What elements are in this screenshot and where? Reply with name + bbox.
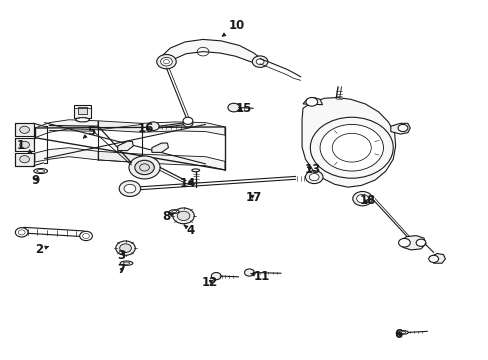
Bar [15,153,34,166]
Circle shape [119,181,141,197]
Circle shape [80,231,92,240]
Circle shape [183,120,192,127]
Circle shape [305,171,323,184]
Text: 17: 17 [245,191,262,204]
Text: 8: 8 [162,210,173,223]
Circle shape [129,156,160,179]
Circle shape [252,56,267,67]
Circle shape [157,54,176,69]
Ellipse shape [34,168,47,174]
Polygon shape [152,143,168,152]
Bar [78,107,87,114]
Circle shape [160,57,172,66]
Circle shape [428,255,438,262]
Circle shape [177,211,189,221]
Text: 15: 15 [235,102,251,115]
Bar [15,123,34,136]
Polygon shape [35,120,98,138]
Ellipse shape [169,210,179,213]
Circle shape [20,141,29,148]
Circle shape [20,156,29,163]
Circle shape [310,117,392,178]
Circle shape [398,238,409,247]
Circle shape [183,117,192,125]
Text: 13: 13 [304,163,320,176]
Circle shape [352,192,371,206]
Circle shape [172,208,194,224]
Polygon shape [303,98,322,105]
Text: 4: 4 [183,224,195,237]
Circle shape [116,241,135,255]
Bar [74,105,91,118]
Text: 11: 11 [250,270,269,283]
Text: 6: 6 [394,328,402,341]
Circle shape [20,126,29,134]
Text: 18: 18 [359,194,375,207]
Text: 9: 9 [32,174,40,186]
Ellipse shape [76,118,89,122]
Polygon shape [390,123,409,134]
Text: 14: 14 [179,177,195,190]
Polygon shape [429,253,445,263]
Circle shape [309,174,319,181]
Polygon shape [161,40,261,66]
Polygon shape [98,151,142,163]
Circle shape [135,160,154,175]
Circle shape [15,228,28,237]
Circle shape [256,59,264,64]
Ellipse shape [398,330,407,334]
Text: 3: 3 [117,249,125,262]
Circle shape [320,125,383,171]
Polygon shape [142,122,224,135]
Circle shape [244,269,254,276]
Circle shape [415,239,425,246]
Polygon shape [142,154,224,170]
Circle shape [120,244,131,252]
Text: 2: 2 [35,243,48,256]
Circle shape [124,184,136,193]
Text: 7: 7 [117,263,125,276]
Polygon shape [35,148,98,162]
Polygon shape [98,121,142,132]
Circle shape [211,273,221,280]
Ellipse shape [191,169,199,172]
Circle shape [147,122,159,131]
Polygon shape [399,235,425,250]
Polygon shape [302,98,395,187]
Text: 5: 5 [83,125,95,138]
Ellipse shape [120,261,133,265]
Text: 10: 10 [222,19,245,36]
Circle shape [397,125,407,132]
Text: 12: 12 [201,276,217,289]
Bar [15,138,34,151]
Circle shape [305,98,317,106]
Text: 16: 16 [138,122,154,135]
Circle shape [356,194,367,203]
Circle shape [227,103,239,112]
Text: 1: 1 [17,139,32,153]
Polygon shape [118,141,133,150]
